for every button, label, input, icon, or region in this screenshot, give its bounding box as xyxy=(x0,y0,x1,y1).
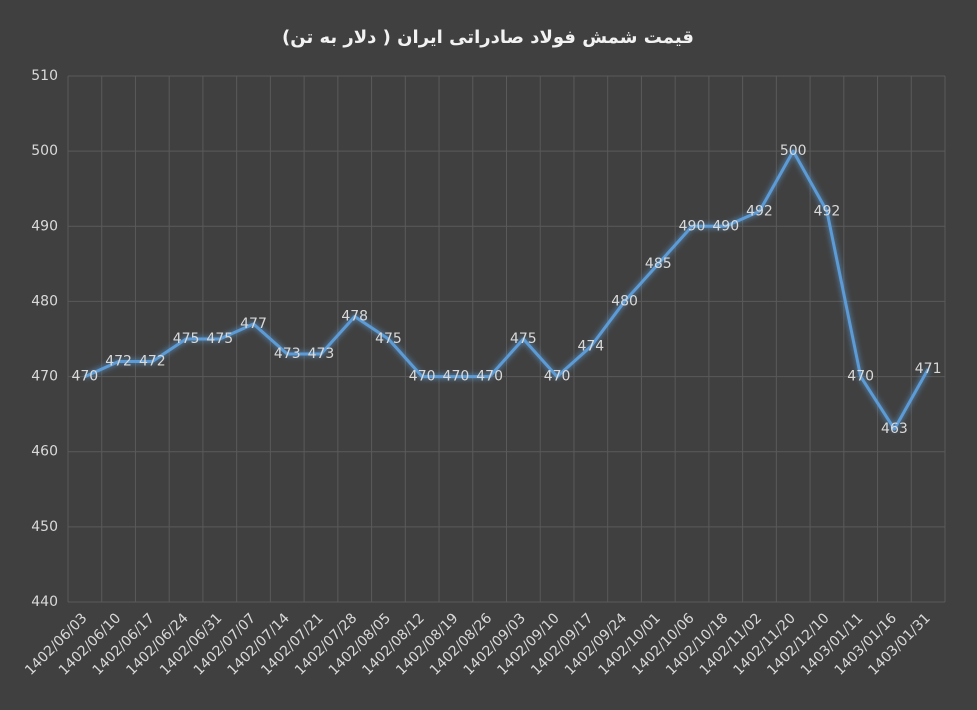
data-label: 470 xyxy=(847,369,874,385)
data-label: 492 xyxy=(814,203,841,219)
data-label: 477 xyxy=(240,316,267,332)
data-label: 474 xyxy=(577,339,604,355)
data-label: 463 xyxy=(881,421,908,437)
data-label: 485 xyxy=(645,256,672,272)
data-label: 470 xyxy=(409,369,436,385)
data-label: 472 xyxy=(139,354,166,370)
data-label: 490 xyxy=(712,218,739,234)
data-label: 475 xyxy=(206,331,233,347)
data-label: 475 xyxy=(510,331,537,347)
y-tick-label: 500 xyxy=(31,143,58,159)
data-label: 470 xyxy=(476,369,503,385)
y-tick-label: 460 xyxy=(31,444,58,460)
chart-title: قیمت شمش فولاد صادراتی ایران ( دلار به ت… xyxy=(282,27,694,48)
data-label: 470 xyxy=(443,369,470,385)
data-label: 473 xyxy=(274,346,301,362)
data-label: 490 xyxy=(679,218,706,234)
data-label: 492 xyxy=(746,203,773,219)
data-label: 475 xyxy=(173,331,200,347)
data-label: 473 xyxy=(308,346,335,362)
data-label: 478 xyxy=(341,308,368,324)
data-label: 475 xyxy=(375,331,402,347)
data-label: 470 xyxy=(71,369,98,385)
line xyxy=(84,149,930,431)
y-tick-label: 470 xyxy=(31,369,58,385)
data-label: 471 xyxy=(915,361,942,377)
data-label: 472 xyxy=(105,354,132,370)
data-label: 480 xyxy=(611,293,638,309)
data-label: 470 xyxy=(544,369,571,385)
y-tick-label: 440 xyxy=(31,594,58,610)
y-tick-label: 450 xyxy=(31,519,58,535)
y-tick-label: 510 xyxy=(31,68,58,84)
data-label: 500 xyxy=(780,143,807,159)
y-tick-label: 480 xyxy=(31,293,58,309)
y-tick-label: 490 xyxy=(31,218,58,234)
